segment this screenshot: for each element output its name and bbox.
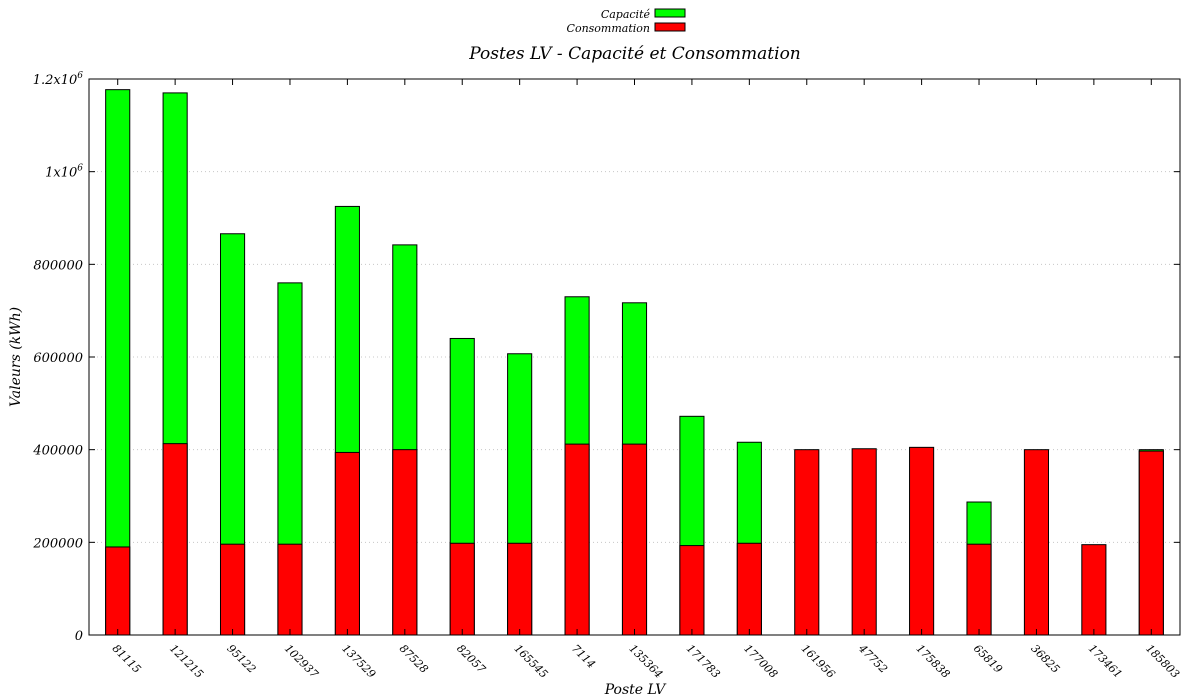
x-axis-label: Poste LV	[604, 682, 667, 698]
x-tick-label: 87528	[397, 642, 431, 676]
y-tick-exponent: 6	[77, 164, 83, 174]
x-tick-label: 161956	[799, 642, 838, 681]
legend-label: Capacité	[601, 8, 651, 21]
legend-label: Consommation	[567, 22, 650, 35]
x-tick-label: 171783	[684, 642, 723, 681]
x-tick-label: 65819	[971, 642, 1005, 676]
x-tick-label: 102937	[282, 642, 321, 681]
x-tick-label: 137529	[339, 642, 378, 681]
bar-consommation	[507, 542, 533, 636]
bar-consommation	[679, 545, 705, 636]
bar-consommation	[736, 542, 762, 636]
chart-title: Postes LV - Capacité et Consommation	[468, 44, 801, 64]
bars	[105, 89, 1164, 636]
bar-consommation	[621, 443, 648, 636]
bar-consommation	[105, 546, 131, 636]
bar-capacite	[105, 89, 131, 636]
bar-consommation	[162, 443, 188, 636]
y-tick-exponent: 6	[77, 71, 83, 81]
y-tick-label: 800000	[33, 258, 83, 273]
x-tick-label: 36825	[1028, 642, 1062, 676]
bar-consommation	[219, 543, 246, 636]
x-tick-label: 95122	[224, 642, 258, 676]
y-axis-label: Valeurs (kWh)	[8, 307, 24, 407]
legend-swatch	[654, 8, 686, 18]
x-tick-label: 121215	[167, 642, 206, 681]
bar-consommation	[392, 449, 418, 636]
bar-consommation	[1081, 544, 1107, 636]
bar-consommation	[449, 542, 475, 636]
bar-consommation	[1023, 449, 1050, 636]
x-tick-label: 177008	[741, 642, 780, 681]
x-tick-label: 185803	[1143, 642, 1182, 681]
y-tick-label: 600000	[33, 351, 83, 366]
x-tick-label: 47752	[855, 641, 890, 676]
bar-consommation	[794, 449, 820, 636]
y-axis: 0 200000 400000 600000 800000 1x106 1.2x106	[32, 71, 1180, 644]
bar-consommation	[966, 543, 992, 636]
bar-consommation	[1138, 450, 1164, 636]
y-tick-label: 1x106	[45, 164, 83, 181]
x-tick-label: 82057	[454, 642, 488, 676]
y-tick-label: 0	[75, 629, 83, 644]
bar-consommation	[277, 543, 303, 636]
x-tick-label: 81115	[110, 642, 144, 676]
bar-consommation	[909, 446, 935, 636]
x-tick-label: 7114	[569, 642, 598, 671]
x-tick-label: 165545	[512, 642, 551, 681]
y-tick-label: 1.2x106	[33, 71, 84, 88]
bar-consommation	[851, 448, 877, 636]
x-tick-label: 175838	[913, 642, 952, 681]
bar-consommation	[564, 443, 590, 636]
y-tick-label: 400000	[32, 444, 83, 459]
x-tick-label: 173461	[1086, 642, 1125, 681]
legend-swatch	[654, 22, 686, 32]
x-tick-label: 135364	[626, 642, 665, 681]
y-tick-label: 200000	[32, 536, 83, 551]
bar-consommation	[334, 451, 360, 636]
